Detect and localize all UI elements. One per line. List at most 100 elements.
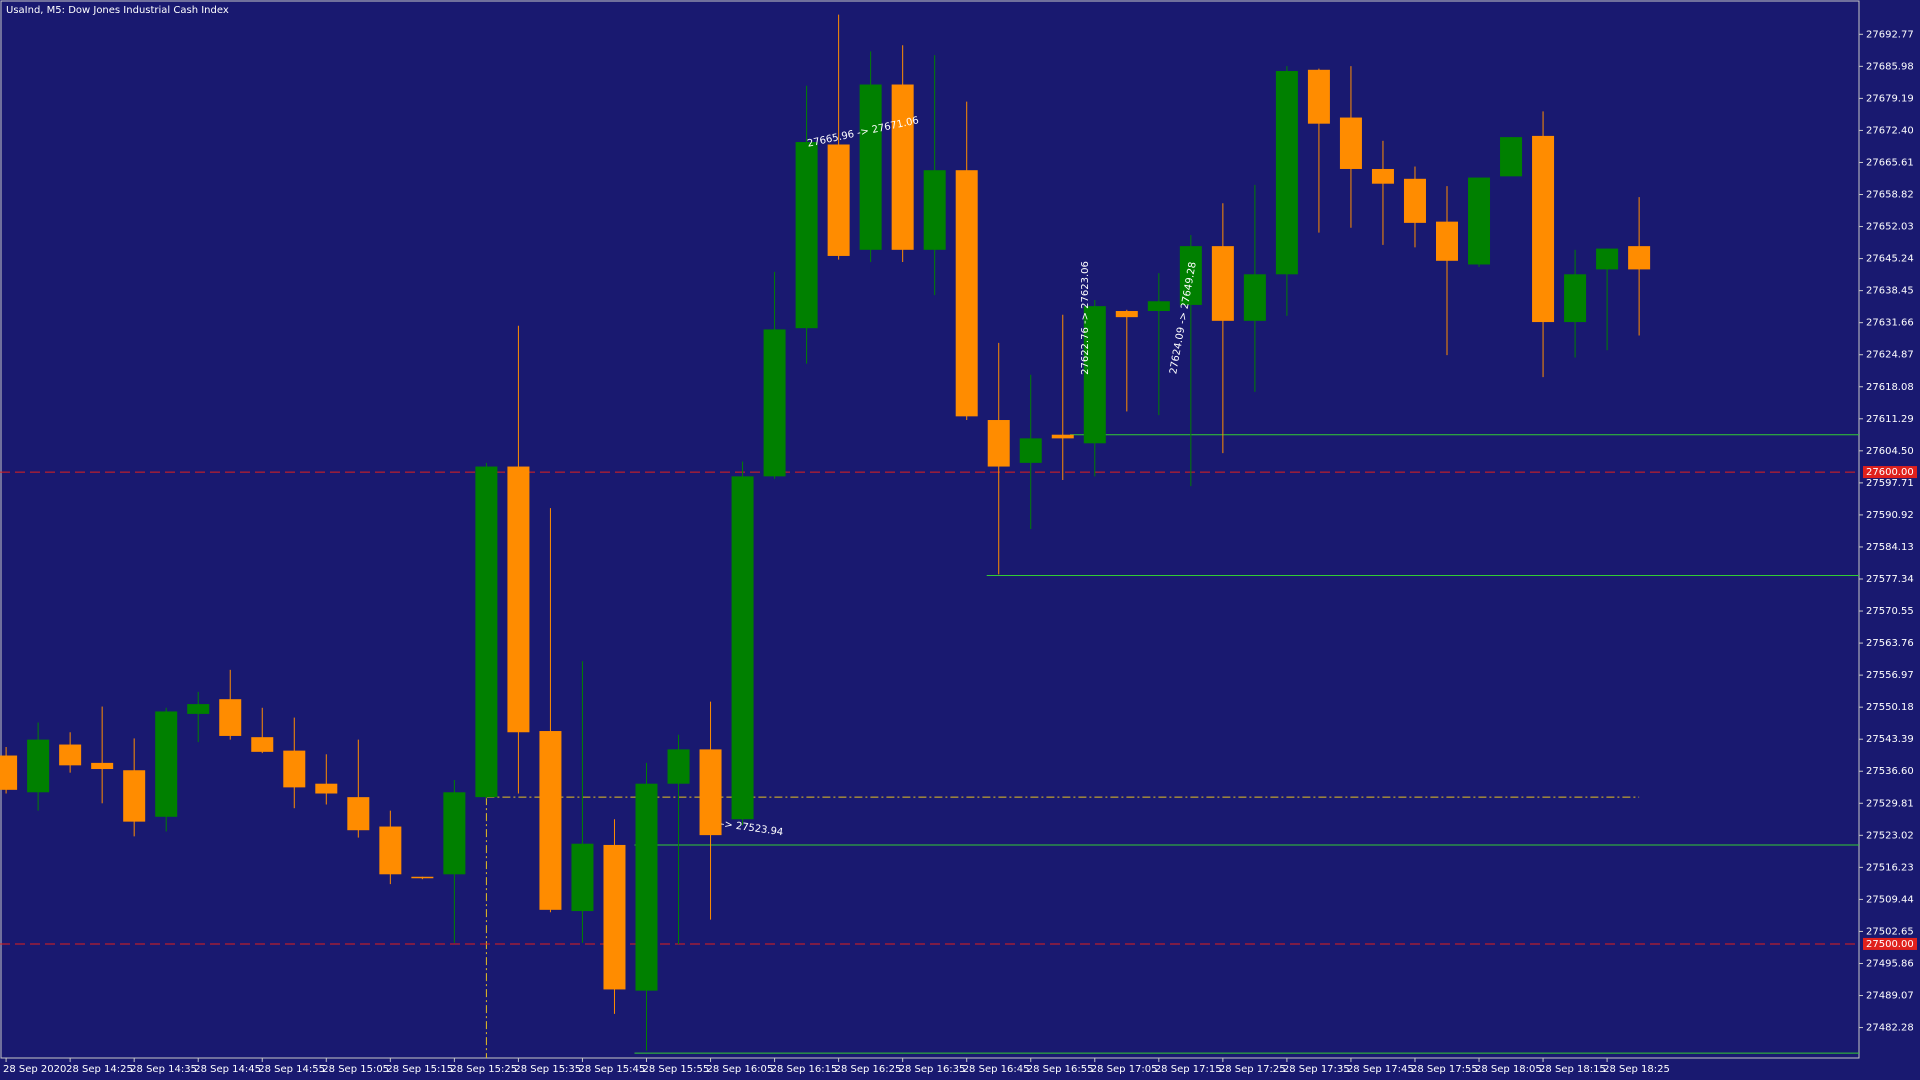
- candle-body: [635, 783, 658, 991]
- candle-body: [827, 144, 850, 256]
- candle-body: [0, 755, 18, 790]
- x-tick-label: 28 Sep 14:55: [258, 1064, 325, 1075]
- candle-body: [1083, 306, 1106, 444]
- x-tick-label: 28 Sep 14:45: [194, 1064, 261, 1075]
- candle-body: [219, 699, 242, 736]
- y-tick-label: 27529.81: [1866, 798, 1914, 809]
- candle-body: [1628, 246, 1651, 270]
- y-tick-label: 27597.71: [1866, 478, 1914, 489]
- candle-body: [731, 476, 754, 820]
- candle-body: [603, 844, 626, 990]
- x-tick-label: 28 Sep 18:15: [1539, 1064, 1606, 1075]
- x-tick-label: 28 Sep 17:15: [1155, 1064, 1222, 1075]
- y-tick-label: 27685.98: [1866, 61, 1914, 72]
- candle-body: [1500, 137, 1523, 177]
- candle-body: [443, 792, 466, 875]
- candle-body: [1436, 221, 1458, 261]
- candle-body: [347, 797, 370, 831]
- y-tick-label: 27604.50: [1866, 446, 1914, 457]
- x-tick-label: 28 Sep 15:05: [322, 1064, 389, 1075]
- candle-body: [155, 711, 178, 817]
- candle-body: [667, 749, 690, 784]
- y-tick-label: 27550.18: [1866, 702, 1914, 713]
- x-tick-label: 28 Sep 16:25: [835, 1064, 902, 1075]
- y-tick-label: 27652.03: [1866, 222, 1914, 233]
- trade-annotation: 27622.76 -> 27623.06: [1080, 261, 1091, 375]
- candle-body: [1019, 438, 1042, 463]
- y-tick-label: 27624.87: [1866, 350, 1914, 361]
- x-tick-label: 28 Sep 17:45: [1347, 1064, 1414, 1075]
- y-tick-label: 27631.66: [1866, 318, 1914, 329]
- candle-body: [91, 762, 114, 770]
- candle-body: [795, 142, 818, 329]
- candle-body: [251, 737, 274, 752]
- y-tick-label: 27590.92: [1866, 510, 1914, 521]
- candle-body: [1596, 248, 1619, 270]
- x-tick-label: 28 Sep 18:25: [1603, 1064, 1670, 1075]
- y-tick-label: 27495.86: [1866, 958, 1914, 969]
- candle-body: [923, 170, 946, 250]
- y-tick-label: 27563.76: [1866, 638, 1914, 649]
- candle-body: [1275, 71, 1298, 275]
- x-tick-label: 28 Sep 16:35: [899, 1064, 966, 1075]
- candle-body: [1564, 274, 1587, 323]
- y-tick-label: 27611.29: [1866, 414, 1914, 425]
- price-label: 27500.00: [1866, 939, 1914, 950]
- y-tick-label: 27665.61: [1866, 157, 1914, 168]
- candle-body: [571, 843, 594, 912]
- y-tick-label: 27679.19: [1866, 93, 1914, 104]
- x-tick-label: 28 Sep 16:15: [771, 1064, 838, 1075]
- marks: 27692.77 27685.98 27679.19 27672.40 27665.61…: [0, 14, 1917, 1075]
- x-tick-label: 28 Sep 17:35: [1283, 1064, 1350, 1075]
- candle-body: [955, 170, 978, 417]
- y-tick-label: 27584.13: [1866, 542, 1914, 553]
- candle-body: [1307, 69, 1330, 124]
- x-tick-label: 28 Sep 2020: [3, 1064, 66, 1075]
- candle-body: [283, 750, 306, 788]
- x-tick-label: 28 Sep 15:45: [578, 1064, 645, 1075]
- price-label-box: [1863, 466, 1917, 479]
- y-tick-label: 27543.39: [1866, 734, 1914, 745]
- y-tick-label: 27536.60: [1866, 766, 1914, 777]
- y-tick-label: 27645.24: [1866, 254, 1914, 265]
- plot-frame: [0, 0, 1860, 1059]
- candle-body: [539, 731, 562, 910]
- x-tick-label: 28 Sep 17:55: [1411, 1064, 1478, 1075]
- x-tick-label: 28 Sep 15:25: [450, 1064, 517, 1075]
- x-tick-label: 28 Sep 15:35: [514, 1064, 581, 1075]
- y-tick-label: 27618.08: [1866, 382, 1914, 393]
- candle-body: [763, 329, 786, 477]
- y-tick-label: 27523.02: [1866, 830, 1914, 841]
- candle-body: [315, 783, 338, 794]
- price-label: 27600.00: [1866, 467, 1914, 478]
- y-tick-label: 27556.97: [1866, 670, 1914, 681]
- x-tick-label: 28 Sep 15:55: [643, 1064, 710, 1075]
- candle-body: [507, 466, 530, 733]
- candle-body: [1468, 177, 1491, 265]
- x-tick-label: 28 Sep 14:25: [66, 1064, 133, 1075]
- candle-body: [1371, 168, 1394, 184]
- y-tick-label: 27509.44: [1866, 894, 1914, 905]
- candle-body: [1179, 246, 1202, 305]
- candle-body: [987, 420, 1010, 467]
- candle-body: [891, 84, 914, 250]
- y-tick-label: 27570.55: [1866, 606, 1914, 617]
- y-tick-label: 27577.34: [1866, 574, 1914, 585]
- x-tick-label: 28 Sep 16:45: [963, 1064, 1030, 1075]
- y-tick-label: 27516.23: [1866, 862, 1914, 873]
- x-tick-label: 28 Sep 17:05: [1091, 1064, 1158, 1075]
- candle-body: [699, 749, 722, 836]
- y-tick-label: 27672.40: [1866, 125, 1914, 136]
- y-tick-label: 27489.07: [1866, 991, 1914, 1002]
- candle-body: [123, 770, 146, 822]
- y-tick-label: 27692.77: [1866, 29, 1914, 40]
- candle-body: [411, 876, 434, 879]
- candle-body: [1211, 246, 1234, 321]
- candle-body: [379, 826, 402, 875]
- x-tick-label: 28 Sep 14:35: [130, 1064, 197, 1075]
- candle-body: [1115, 311, 1138, 318]
- x-tick-label: 28 Sep 15:15: [386, 1064, 453, 1075]
- candle-body: [859, 84, 882, 250]
